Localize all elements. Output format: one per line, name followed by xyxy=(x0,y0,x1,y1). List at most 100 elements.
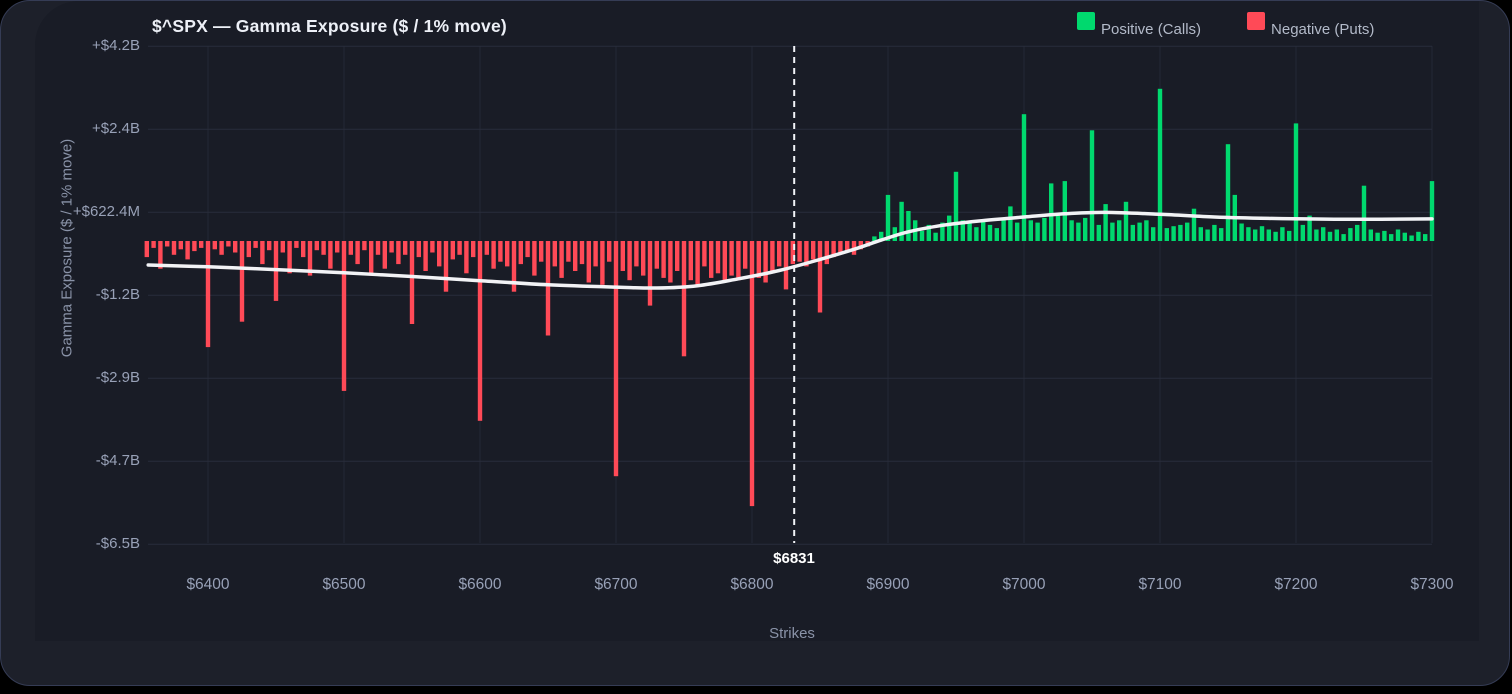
gamma-bar[interactable] xyxy=(1429,181,1435,241)
gamma-bar[interactable] xyxy=(994,228,999,241)
gamma-bar[interactable] xyxy=(933,232,938,241)
gamma-bar[interactable] xyxy=(552,241,557,267)
gamma-bar[interactable] xyxy=(715,241,721,274)
gamma-bar[interactable] xyxy=(1239,223,1244,242)
gamma-bar[interactable] xyxy=(974,227,979,241)
gamma-bar[interactable] xyxy=(1321,227,1326,241)
gamma-bar[interactable] xyxy=(926,224,931,241)
gamma-bar[interactable] xyxy=(627,241,632,281)
gamma-bar[interactable] xyxy=(1348,228,1353,241)
gamma-bar[interactable] xyxy=(981,220,986,241)
gamma-bar[interactable] xyxy=(423,241,428,271)
gamma-bar[interactable] xyxy=(505,241,510,267)
gamma-bar[interactable] xyxy=(777,241,782,267)
gamma-bar[interactable] xyxy=(1341,234,1346,241)
gamma-bar[interactable] xyxy=(838,241,843,254)
gamma-bar[interactable] xyxy=(559,241,564,278)
gamma-bar[interactable] xyxy=(205,241,211,348)
gamma-bar[interactable] xyxy=(518,241,523,265)
gamma-bar[interactable] xyxy=(1280,227,1285,241)
gamma-bar[interactable] xyxy=(511,241,517,292)
gamma-bar[interactable] xyxy=(532,241,537,276)
gamma-bar[interactable] xyxy=(1069,220,1074,241)
gamma-bar[interactable] xyxy=(416,241,421,258)
gamma-bar[interactable] xyxy=(654,241,659,269)
gamma-bar[interactable] xyxy=(1103,204,1108,241)
plot-area[interactable] xyxy=(1,1,1510,641)
gamma-bar[interactable] xyxy=(858,241,863,250)
gamma-bar[interactable] xyxy=(736,241,741,281)
gamma-bar[interactable] xyxy=(695,241,700,285)
gamma-bar[interactable] xyxy=(294,241,299,248)
gamma-bar[interactable] xyxy=(586,241,591,283)
gamma-bar[interactable] xyxy=(287,241,292,274)
gamma-bar[interactable] xyxy=(1008,206,1013,241)
gamma-bar[interactable] xyxy=(1334,229,1339,242)
gamma-bar[interactable] xyxy=(1042,217,1047,241)
gamma-bar[interactable] xyxy=(947,215,952,241)
gamma-bar[interactable] xyxy=(1178,224,1183,241)
gamma-bar[interactable] xyxy=(1171,226,1176,241)
gamma-bar[interactable] xyxy=(267,241,272,251)
gamma-bar[interactable] xyxy=(797,241,802,262)
gamma-bar[interactable] xyxy=(328,241,333,269)
gamma-bar[interactable] xyxy=(770,241,775,274)
gamma-bar[interactable] xyxy=(953,171,959,241)
gamma-bar[interactable] xyxy=(940,222,945,241)
gamma-bar[interactable] xyxy=(389,241,394,253)
gamma-bar[interactable] xyxy=(1402,232,1407,241)
gamma-bar[interactable] xyxy=(1110,222,1115,241)
gamma-bar[interactable] xyxy=(1327,231,1333,241)
gamma-bar[interactable] xyxy=(1361,185,1367,241)
gamma-bar[interactable] xyxy=(661,241,666,278)
gamma-bar[interactable] xyxy=(1151,227,1156,241)
gamma-bar[interactable] xyxy=(1409,235,1414,242)
gamma-bar[interactable] xyxy=(491,241,496,269)
gamma-bar[interactable] xyxy=(1287,230,1292,241)
gamma-bar[interactable] xyxy=(1021,114,1027,241)
gamma-bar[interactable] xyxy=(899,201,904,241)
gamma-bar[interactable] xyxy=(477,241,483,421)
gamma-bar[interactable] xyxy=(763,241,768,283)
gamma-bar[interactable] xyxy=(321,241,326,255)
gamma-bar[interactable] xyxy=(335,241,340,253)
gamma-bar[interactable] xyxy=(1314,229,1319,242)
gamma-bar[interactable] xyxy=(158,241,163,269)
gamma-bar[interactable] xyxy=(171,241,177,255)
gamma-bar[interactable] xyxy=(709,241,714,278)
gamma-bar[interactable] xyxy=(1137,222,1142,241)
gamma-bar[interactable] xyxy=(307,241,313,276)
gamma-bar[interactable] xyxy=(151,241,156,248)
gamma-bar[interactable] xyxy=(219,241,224,255)
gamma-bar[interactable] xyxy=(593,241,598,267)
gamma-bar[interactable] xyxy=(1273,231,1278,241)
legend-item-positive[interactable]: Positive (Calls) xyxy=(1077,12,1201,38)
gamma-bar[interactable] xyxy=(437,241,442,267)
gamma-bar[interactable] xyxy=(185,241,190,260)
gamma-bar[interactable] xyxy=(165,241,170,247)
gamma-bar[interactable] xyxy=(355,241,360,265)
gamma-bar[interactable] xyxy=(1157,88,1163,241)
gamma-bar[interactable] xyxy=(1185,222,1190,241)
gamma-bar[interactable] xyxy=(729,241,734,276)
gamma-bar[interactable] xyxy=(641,241,646,276)
gamma-bar[interactable] xyxy=(1015,222,1020,241)
gamma-bar[interactable] xyxy=(960,220,965,241)
gamma-bar[interactable] xyxy=(722,241,727,283)
gamma-bar[interactable] xyxy=(375,241,381,255)
gamma-bar[interactable] xyxy=(369,241,374,276)
gamma-bar[interactable] xyxy=(1259,226,1265,241)
gamma-bar[interactable] xyxy=(756,241,761,278)
gamma-bar[interactable] xyxy=(314,241,319,251)
gamma-bar[interactable] xyxy=(178,241,183,250)
gamma-bar[interactable] xyxy=(1198,227,1203,241)
gamma-bar[interactable] xyxy=(1219,228,1224,241)
gamma-bar[interactable] xyxy=(906,211,911,241)
gamma-bar[interactable] xyxy=(1035,222,1040,241)
gamma-bar[interactable] xyxy=(783,241,789,290)
gamma-bar[interactable] xyxy=(1307,215,1312,241)
gamma-bar[interactable] xyxy=(811,241,816,260)
gamma-bar[interactable] xyxy=(607,241,612,262)
gamma-bar[interactable] xyxy=(613,241,619,477)
gamma-bar[interactable] xyxy=(498,241,503,262)
